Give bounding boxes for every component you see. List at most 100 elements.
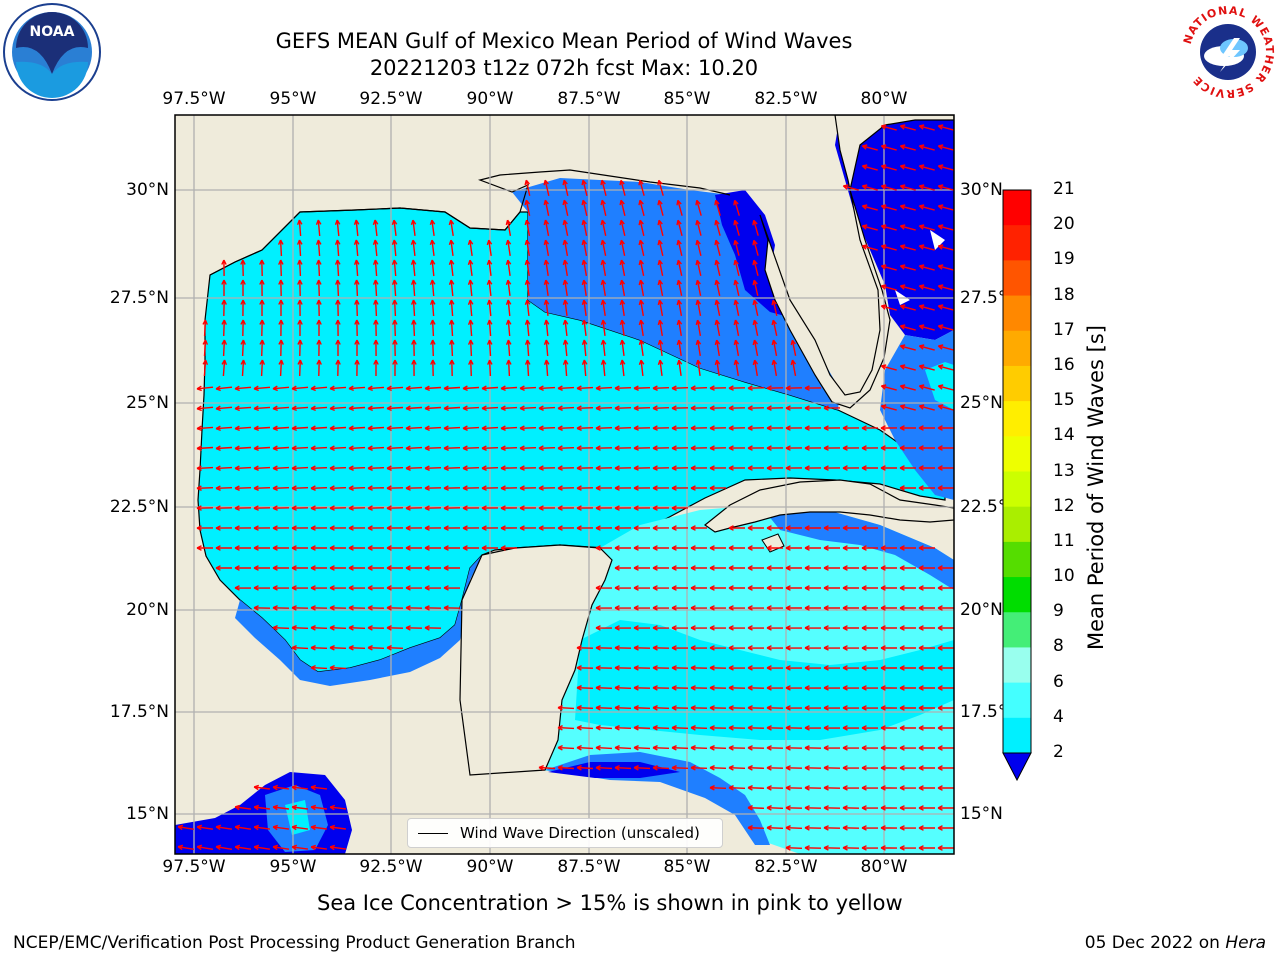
wind-arrow xyxy=(297,299,303,317)
wind-arrow xyxy=(196,485,214,491)
colorbar-block xyxy=(1003,506,1031,543)
map-frame xyxy=(174,114,955,855)
wind-arrow xyxy=(424,405,442,412)
lon-tick-top: 87.5°W xyxy=(557,89,621,109)
wind-arrow xyxy=(709,425,727,431)
wind-arrow xyxy=(899,585,916,591)
wind-arrow xyxy=(842,745,860,751)
wind-arrow xyxy=(291,784,308,791)
wind-arrow xyxy=(429,239,436,256)
wind-arrow xyxy=(581,319,588,336)
wind-arrow xyxy=(386,425,404,432)
wind-arrow xyxy=(937,565,954,571)
wind-arrow xyxy=(329,645,347,651)
wind-arrow xyxy=(272,824,289,831)
lon-tick-bottom: 82.5°W xyxy=(754,857,818,877)
wind-arrow xyxy=(766,785,784,791)
lon-tick-bottom: 85°W xyxy=(663,857,711,877)
wind-arrow xyxy=(386,385,404,392)
wind-arrow xyxy=(348,645,366,651)
wind-arrow xyxy=(519,465,537,471)
wind-arrow xyxy=(652,625,670,631)
colorbar-block xyxy=(1003,295,1031,332)
lat-tick-left: 30°N xyxy=(126,180,169,200)
wind-arrow xyxy=(543,239,550,257)
wind-arrow xyxy=(291,425,309,432)
wind-arrow xyxy=(486,279,493,296)
lat-tick-left: 27.5°N xyxy=(109,288,169,308)
wind-arrow xyxy=(899,184,916,191)
wind-arrow xyxy=(633,745,651,751)
wind-arrow xyxy=(733,239,740,256)
wind-arrow xyxy=(804,385,822,391)
wind-arrow xyxy=(272,405,290,412)
lat-tick-right: 30°N xyxy=(960,180,1003,200)
wind-arrow xyxy=(291,605,309,611)
wind-arrow xyxy=(633,665,651,671)
wind-arrow xyxy=(918,164,935,171)
wind-arrow xyxy=(310,645,328,651)
wind-arrow xyxy=(899,445,916,451)
wind-arrow xyxy=(690,585,707,591)
wind-arrow xyxy=(676,339,683,357)
wind-arrow xyxy=(486,299,493,317)
wind-arrow xyxy=(633,565,650,571)
lat-tick-left: 20°N xyxy=(126,600,169,620)
wind-arrow xyxy=(671,565,688,571)
wind-arrow xyxy=(310,485,328,491)
wind-arrow xyxy=(481,385,499,392)
wind-arrow xyxy=(861,144,878,151)
wind-arrow xyxy=(657,239,664,256)
wind-arrow xyxy=(296,219,303,237)
wind-arrow xyxy=(576,525,594,531)
wind-arrow xyxy=(804,825,822,831)
wind-arrow xyxy=(709,405,727,411)
wind-arrow xyxy=(804,585,821,591)
wind-arrow xyxy=(348,505,366,511)
wind-arrow xyxy=(405,385,423,392)
wind-arrow xyxy=(410,239,417,256)
wind-arrow xyxy=(899,164,916,171)
wind-arrow xyxy=(638,179,645,196)
wind-arrow xyxy=(861,164,878,171)
wind-arrow xyxy=(633,465,651,471)
wind-arrow xyxy=(676,259,683,276)
wind-arrow xyxy=(291,545,308,551)
wind-arrow xyxy=(880,765,898,771)
wind-arrow xyxy=(291,505,309,511)
wind-arrow xyxy=(329,425,347,432)
wind-arrow xyxy=(411,359,417,377)
wind-arrow xyxy=(766,725,784,731)
wind-arrow xyxy=(657,259,664,276)
wind-arrow xyxy=(804,785,822,791)
wind-arrow xyxy=(277,239,284,257)
wind-arrow xyxy=(918,825,935,831)
sea-ice-caption: Sea Ice Concentration > 15% is shown in … xyxy=(317,891,903,915)
wind-arrow xyxy=(918,645,935,651)
wind-arrow xyxy=(671,745,689,751)
wind-arrow xyxy=(595,585,613,591)
wind-arrow xyxy=(747,465,765,471)
wind-arrow xyxy=(291,385,309,392)
wind-arrow xyxy=(747,625,765,631)
wind-arrow xyxy=(221,279,227,296)
wind-arrow xyxy=(619,279,626,297)
wind-arrow xyxy=(467,279,474,297)
wind-arrow xyxy=(937,164,954,171)
wind-arrow xyxy=(752,219,759,236)
wind-arrow xyxy=(657,359,664,376)
wind-arrow xyxy=(728,385,746,391)
wind-arrow xyxy=(842,825,860,831)
wind-arrow xyxy=(215,405,233,412)
colorbar-label: Mean Period of Wind Waves [s] xyxy=(1084,325,1108,650)
wind-arrow xyxy=(861,745,879,751)
wind-arrow xyxy=(391,299,398,317)
wind-arrow xyxy=(804,805,822,811)
wind-arrow xyxy=(310,804,327,811)
wind-arrow xyxy=(657,219,664,236)
wind-arrow xyxy=(785,525,802,531)
wind-arrow xyxy=(595,385,613,391)
wind-arrow xyxy=(405,505,423,511)
wind-arrow xyxy=(562,359,569,377)
lat-tick-left: 15°N xyxy=(126,804,169,824)
